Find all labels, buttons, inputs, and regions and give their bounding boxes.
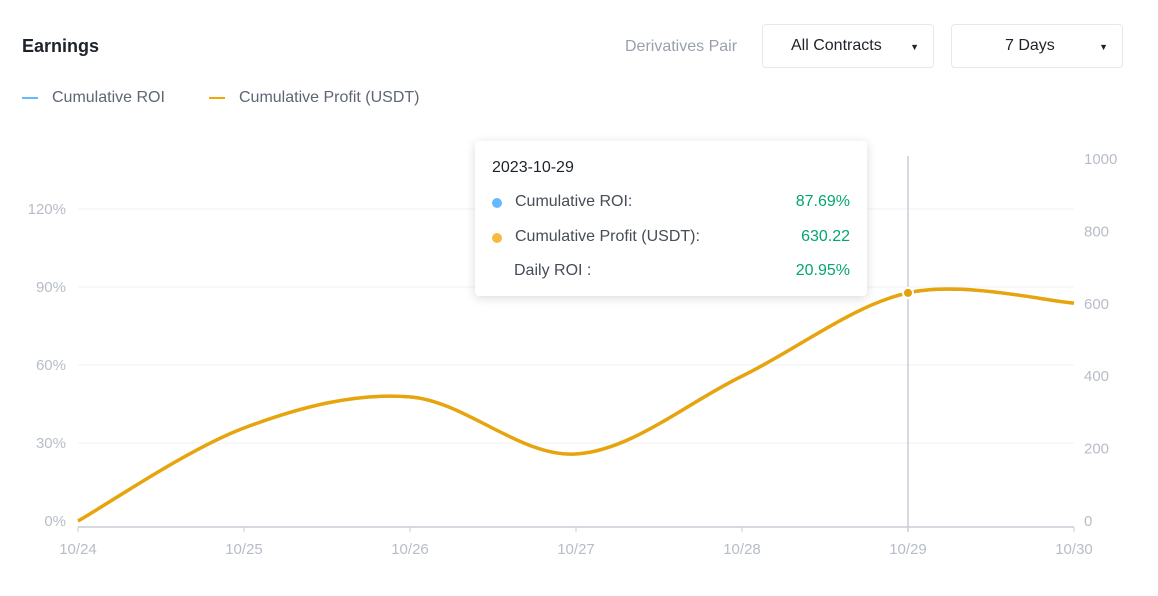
chart-tooltip: 2023-10-29 Cumulative ROI: 87.69% Cumula… <box>475 141 867 296</box>
series-line-cumulative-profit <box>77 287 1075 523</box>
left-axis-tick: 90% <box>36 279 66 296</box>
tooltip-row-profit: Cumulative Profit (USDT): 630.22 <box>492 228 850 248</box>
tooltip-label: Cumulative Profit (USDT): <box>515 228 700 245</box>
tooltip-value: 87.69% <box>795 193 850 210</box>
right-axis-tick: 600 <box>1084 296 1109 313</box>
page-title: Earnings <box>22 36 100 56</box>
legend-item-profit[interactable]: Cumulative Profit (USDT) <box>209 89 419 107</box>
caret-down-icon: ▼ <box>910 42 919 52</box>
tooltip-row-daily-roi: Daily ROI : 20.95% <box>492 262 850 282</box>
left-axis-tick: 60% <box>36 357 66 374</box>
x-axis-tick: 10/25 <box>225 541 263 558</box>
right-axis-tick: 0 <box>1084 513 1092 530</box>
derivatives-pair-label: Derivatives Pair <box>625 38 738 55</box>
right-axis-tick: 400 <box>1084 368 1109 385</box>
caret-down-icon: ▼ <box>1099 42 1108 52</box>
left-axis-tick: 30% <box>36 435 66 452</box>
profit-dot-icon <box>492 233 502 243</box>
x-axis-tick: 10/26 <box>391 541 429 558</box>
contract-select-value: All Contracts <box>791 37 882 54</box>
tooltip-value: 20.95% <box>795 262 850 279</box>
legend-item-roi[interactable]: Cumulative ROI <box>22 89 165 107</box>
tooltip-label: Cumulative ROI: <box>515 193 633 210</box>
tooltip-label: Daily ROI : <box>514 262 592 279</box>
roi-swatch-icon <box>22 97 38 99</box>
period-select[interactable]: 7 Days ▼ <box>951 24 1123 68</box>
roi-dot-icon <box>492 198 502 208</box>
x-axis-tick: 10/30 <box>1055 541 1093 558</box>
right-axis-tick: 800 <box>1084 223 1109 240</box>
profit-swatch-icon <box>209 97 225 99</box>
legend-label: Cumulative ROI <box>52 89 165 106</box>
x-axis-tick: 10/28 <box>723 541 761 558</box>
right-axis-tick: 1000 <box>1084 151 1117 168</box>
legend-label: Cumulative Profit (USDT) <box>239 89 420 106</box>
x-axis-tick: 10/27 <box>557 541 595 558</box>
left-axis-tick: 120% <box>28 201 66 218</box>
tooltip-value: 630.22 <box>801 228 850 245</box>
tooltip-row-roi: Cumulative ROI: 87.69% <box>492 193 850 213</box>
x-axis-tick: 10/29 <box>889 541 927 558</box>
series-line-cumulative-roi <box>77 287 1075 523</box>
tooltip-date: 2023-10-29 <box>492 159 574 176</box>
highlighted-point <box>902 286 914 299</box>
contract-select[interactable]: All Contracts ▼ <box>762 24 934 68</box>
x-axis-tick: 10/24 <box>59 541 97 558</box>
right-axis-tick: 200 <box>1084 441 1109 458</box>
left-axis-tick: 0% <box>44 513 66 530</box>
period-select-value: 7 Days <box>1005 37 1055 54</box>
